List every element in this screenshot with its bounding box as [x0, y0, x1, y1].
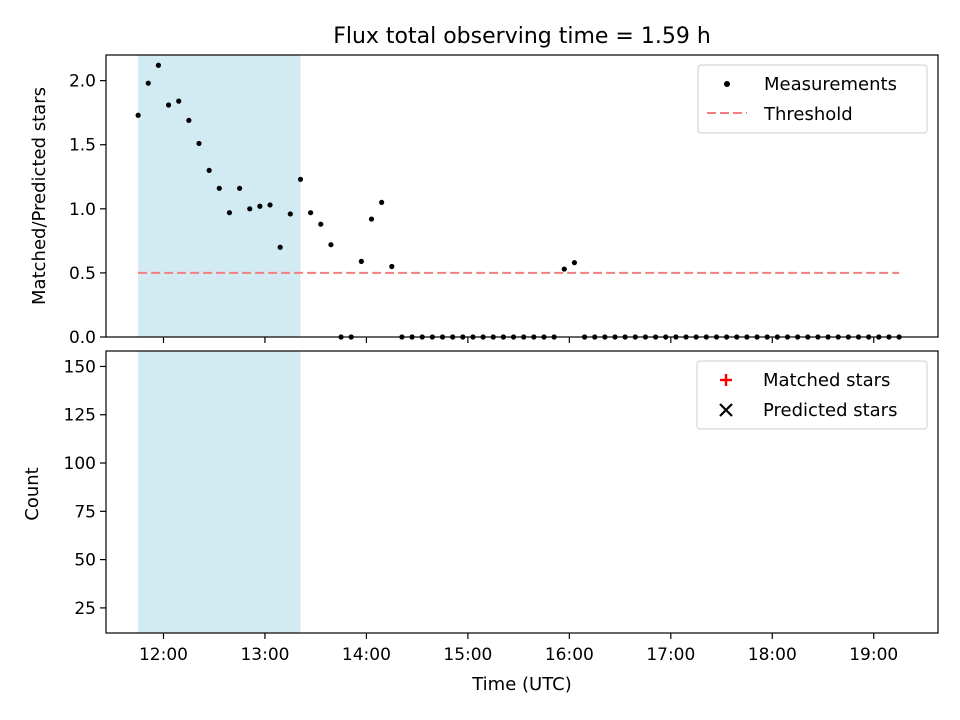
y-tick-label: 150: [64, 357, 96, 377]
measurement-point: [145, 80, 151, 86]
top-legend-box: [697, 64, 928, 134]
measurement-point: [176, 98, 182, 104]
y-tick-label: 2.0: [69, 72, 96, 92]
legend-predicted-label: Predicted stars: [763, 400, 897, 421]
measurement-point: [389, 263, 395, 270]
measurement-point: [277, 244, 283, 250]
top-y-axis-label: Matched/Predicted stars: [29, 87, 50, 305]
measurement-point: [236, 185, 243, 191]
y-tick-label: 25: [74, 599, 96, 619]
legend-threshold-label: Threshold: [763, 104, 853, 125]
measurement-point: [216, 185, 222, 191]
y-tick-label: 1.5: [69, 136, 96, 156]
legend-measurements-marker: [724, 81, 730, 87]
bottom-panel: 25 50 75 100 125 150 12:00 13:00 14:00 15:00 16:0…: [22, 350, 939, 695]
y-tick-label: 0.5: [69, 264, 96, 284]
measurement-point: [308, 210, 314, 216]
bottom-y-ticks: 25 50 75 100 125 150: [64, 357, 106, 619]
bottom-y-axis-label: Count: [22, 467, 43, 520]
y-tick-label: 75: [74, 502, 96, 522]
measurement-point: [257, 203, 263, 209]
x-tick-label: 12:00: [139, 645, 188, 665]
top-panel: 0.00.51.01.52.0 Matched/Predicted stars …: [29, 54, 939, 348]
measurement-point: [328, 242, 334, 248]
legend-matched-marker: [720, 374, 732, 386]
measurement-point: [297, 176, 304, 182]
y-tick-label: 100: [64, 454, 96, 474]
legend-predicted-marker: [719, 403, 733, 417]
measurement-point: [379, 199, 385, 206]
y-tick-label: 0.0: [69, 328, 96, 348]
measurement-point: [358, 258, 364, 264]
figure-title: Flux total observing time = 1.59 h: [333, 24, 711, 49]
top-shaded-interval: [138, 55, 301, 337]
bottom-legend: Matched stars Predicted stars: [696, 360, 928, 430]
measurement-point: [247, 206, 253, 212]
x-tick-label: 19:00: [849, 645, 898, 665]
measurement-point: [571, 260, 578, 266]
legend-measurements-label: Measurements: [764, 74, 897, 95]
measurement-point: [196, 140, 202, 147]
x-tick-label: 15:00: [443, 645, 492, 665]
measurement-point: [226, 210, 233, 216]
y-tick-label: 50: [74, 551, 96, 571]
bottom-legend-box: [696, 360, 928, 430]
top-legend: Measurements Threshold: [697, 64, 928, 134]
measurement-point: [135, 112, 141, 118]
x-tick-label: 16:00: [545, 645, 594, 665]
y-tick-label: 1.0: [69, 200, 96, 220]
x-tick-label: 17:00: [646, 645, 695, 665]
y-tick-label: 125: [64, 406, 96, 426]
bottom-x-axis-label: Time (UTC): [471, 674, 572, 695]
measurement-point: [368, 216, 375, 222]
x-tick-label: 14:00: [342, 645, 391, 665]
x-tick-label: 18:00: [748, 645, 797, 665]
measurement-point: [155, 62, 162, 68]
measurement-point: [318, 221, 324, 227]
top-x-ticks: [162, 337, 875, 343]
top-axes-frame: [105, 54, 939, 338]
measurement-point: [287, 211, 293, 217]
bottom-shaded-interval: [138, 351, 301, 633]
bottom-x-ticks: 12:00 13:00 14:00 15:00 16:00 17:00 18:00 19:00: [139, 633, 898, 665]
bottom-axes-frame: [105, 350, 939, 634]
measurement-point: [561, 266, 567, 272]
measurement-point: [165, 102, 172, 108]
legend-matched-label: Matched stars: [763, 370, 890, 391]
measurement-point: [267, 202, 273, 208]
x-tick-label: 13:00: [240, 645, 289, 665]
measurement-point: [206, 167, 212, 173]
measurement-point: [186, 117, 192, 123]
top-y-ticks: 0.0 0.5 1.0 1.5 2.0: [69, 72, 106, 348]
